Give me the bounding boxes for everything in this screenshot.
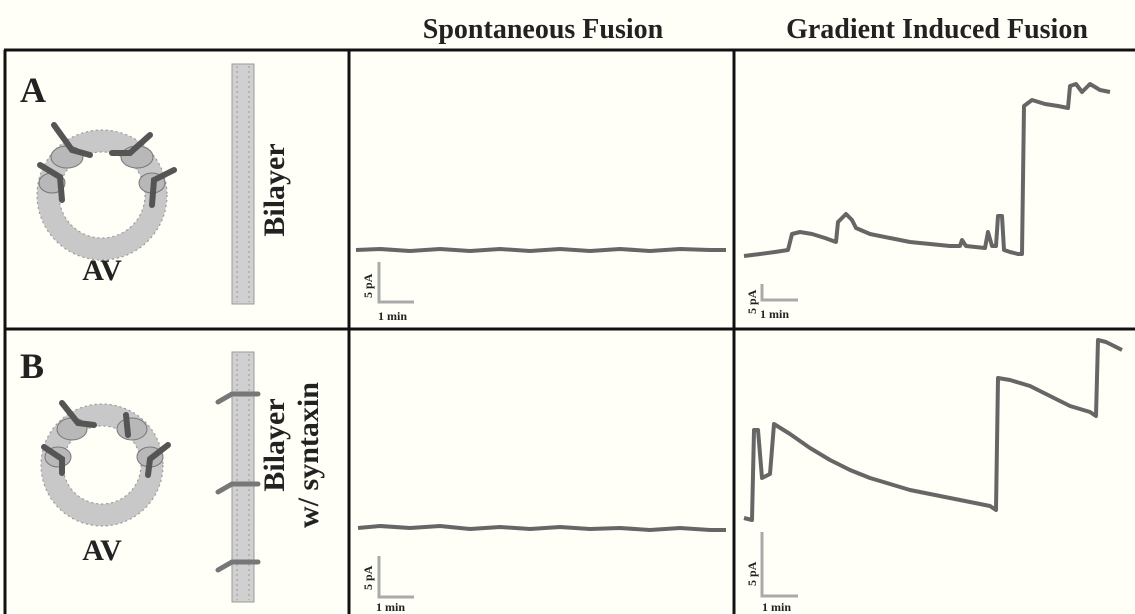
panel-grid	[3, 48, 1135, 614]
scalebar-current-label: 5 pA	[745, 561, 759, 586]
snare-protein	[51, 122, 93, 158]
scalebar-time-label: 1 min	[762, 600, 791, 614]
trace-a-gradient	[743, 82, 1111, 258]
vesicle-membrane	[37, 130, 167, 260]
protein-complex	[116, 417, 148, 441]
syntaxin-protein	[215, 559, 261, 573]
snare-protein	[149, 167, 177, 208]
scalebar-a-spontaneous: 5 pA 1 min	[361, 262, 414, 323]
current-trace	[743, 338, 1123, 522]
row-a-bilayer-label: Bilayer	[258, 143, 291, 236]
row-b-bilayer-label-line2: w/ syntaxin	[292, 382, 325, 528]
trace-b-spontaneous	[357, 524, 726, 532]
scalebar-current-label: 5 pA	[361, 565, 375, 590]
scalebar-lines	[760, 532, 798, 598]
trace-a-spontaneous	[355, 247, 726, 253]
bilayer-membrane	[231, 63, 255, 305]
scalebar-b-gradient: 5 pA 1 min	[745, 532, 798, 614]
snare-protein	[59, 400, 97, 428]
syntaxin-protein	[215, 391, 261, 405]
syntaxin-protein	[215, 481, 261, 495]
scalebar-lines	[377, 262, 414, 304]
row-b-bilayer-label-line1: Bilayer	[258, 398, 291, 491]
row-b-bilayer	[215, 351, 261, 603]
scalebar-current-label: 5 pA	[361, 273, 375, 298]
header-spontaneous: Spontaneous Fusion	[423, 14, 664, 45]
snare-protein	[37, 162, 65, 203]
snare-protein	[145, 442, 171, 478]
row-a-letter: A	[20, 70, 46, 110]
row-a-bilayer	[231, 63, 255, 305]
vesicle-inner-leaflet	[58, 151, 146, 239]
vesicle-outer-leaflet	[40, 403, 164, 527]
scalebar-lines	[760, 284, 798, 302]
scalebar-time-label: 1 min	[376, 600, 405, 614]
row-b-vesicle-label: AV	[82, 534, 122, 567]
current-trace	[357, 524, 726, 532]
current-trace	[355, 247, 726, 253]
scalebar-b-spontaneous: 5 pA 1 min	[361, 556, 414, 614]
scalebar-lines	[377, 556, 414, 599]
row-a-vesicle-label: AV	[82, 254, 122, 287]
trace-b-gradient	[743, 338, 1123, 522]
snare-protein	[123, 412, 131, 438]
scalebar-a-gradient: 5 pA 1 min	[745, 284, 798, 321]
snare-protein	[109, 132, 153, 156]
row-a-schematic: A AV Bilayer	[20, 63, 291, 305]
snare-protein	[41, 444, 65, 476]
row-a-vesicle	[36, 122, 177, 261]
scalebar-time-label: 1 min	[760, 307, 789, 321]
scalebar-time-label: 1 min	[378, 309, 407, 323]
row-b-schematic: B AV Bilayer w/ syntaxin	[20, 346, 325, 603]
scalebar-current-label: 5 pA	[745, 289, 759, 314]
vesicle-outer-leaflet	[36, 129, 168, 261]
row-b-letter: B	[20, 346, 44, 386]
header-gradient: Gradient Induced Fusion	[786, 14, 1088, 45]
vesicle-inner-leaflet	[62, 425, 142, 505]
row-b-vesicle	[40, 400, 171, 527]
current-trace	[743, 82, 1111, 258]
